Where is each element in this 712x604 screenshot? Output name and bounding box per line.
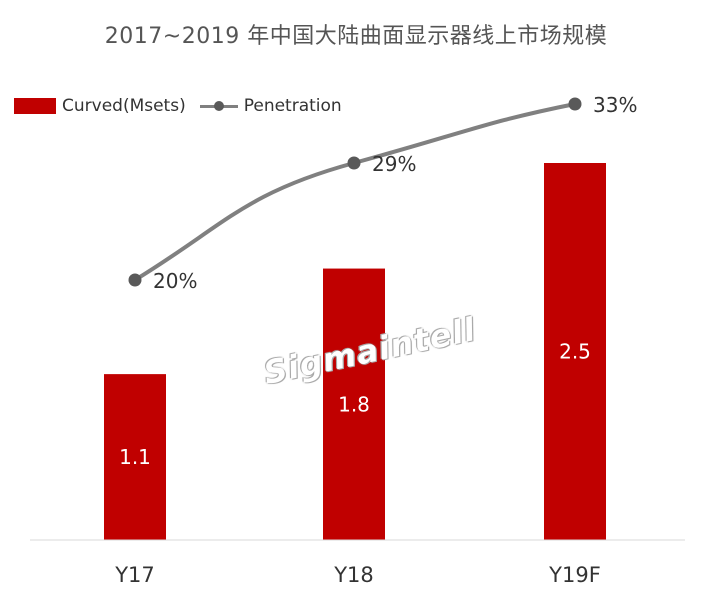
bar-Y17 — [104, 374, 166, 540]
bar-value-label: 1.8 — [338, 392, 370, 416]
chart-title: 2017~2019 年中国大陆曲面显示器线上市场规模 — [104, 24, 608, 49]
bar-value-label: 2.5 — [559, 340, 591, 364]
bar-Y18 — [323, 268, 385, 540]
legend-label-curved: Curved(Msets) — [62, 96, 186, 116]
legend-swatch-penetration — [199, 98, 238, 114]
legend-swatch-curved — [14, 98, 56, 114]
x-tick-label: Y19F — [548, 563, 601, 587]
bar-value-label: 1.1 — [119, 445, 151, 469]
legend-label-penetration: Penetration — [243, 96, 342, 116]
line-value-label: 20% — [153, 269, 197, 293]
legend: Curved(Msets) Penetration — [14, 96, 342, 116]
line-point-Y18 — [347, 156, 361, 170]
x-tick-label: Y18 — [333, 563, 374, 587]
bar-Y19F — [544, 163, 606, 540]
line-value-label: 33% — [593, 93, 637, 117]
line-point-Y17 — [128, 273, 142, 287]
line-value-label: 29% — [372, 152, 416, 176]
series-line-penetration — [133, 102, 576, 282]
line-point-Y19F — [568, 97, 582, 111]
x-tick-label: Y17 — [114, 563, 155, 587]
